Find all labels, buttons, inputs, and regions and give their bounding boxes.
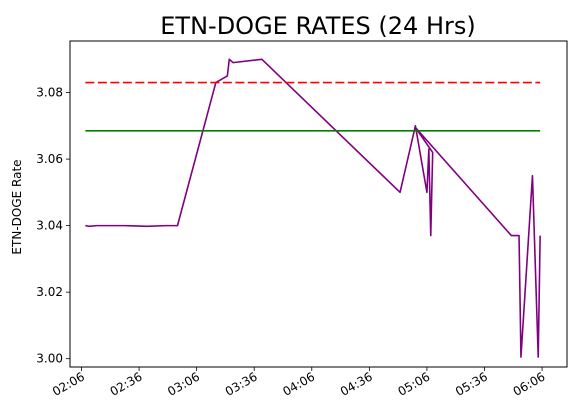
series-layer <box>85 58 541 358</box>
y-tick-label: 3.04 <box>36 219 63 233</box>
x-tick-label: 02:06 <box>50 369 87 398</box>
series-line-0 <box>85 58 541 358</box>
y-tick-label: 3.06 <box>36 152 63 166</box>
x-tick-label: 02:36 <box>108 369 145 398</box>
x-tick-label: 04:06 <box>280 369 317 398</box>
plot-area: 3.00 3.02 3.04 3.06 3.08 02:06 02:36 03:06 03:3… <box>36 40 568 399</box>
chart-title: ETN-DOGE RATES (24 Hrs) <box>160 12 475 40</box>
x-tick-label: 05:36 <box>453 369 490 398</box>
x-tick-label: 04:36 <box>338 369 375 398</box>
y-axis: 3.00 3.02 3.04 3.06 3.08 <box>36 86 70 366</box>
y-tick-label: 3.00 <box>36 352 63 366</box>
plot-frame <box>69 40 568 368</box>
x-tick-label: 05:06 <box>395 369 432 398</box>
y-tick-label: 3.08 <box>36 86 63 100</box>
y-tick-label: 3.02 <box>36 285 63 299</box>
x-tick-label: 03:06 <box>165 369 202 398</box>
x-tick-label: 06:06 <box>511 369 548 398</box>
y-axis-label: ETN-DOGE Rate <box>10 159 24 254</box>
x-axis: 02:06 02:36 03:06 03:36 04:06 04:36 05:06 05:36… <box>50 367 548 399</box>
x-tick-label: 03:36 <box>223 369 260 398</box>
